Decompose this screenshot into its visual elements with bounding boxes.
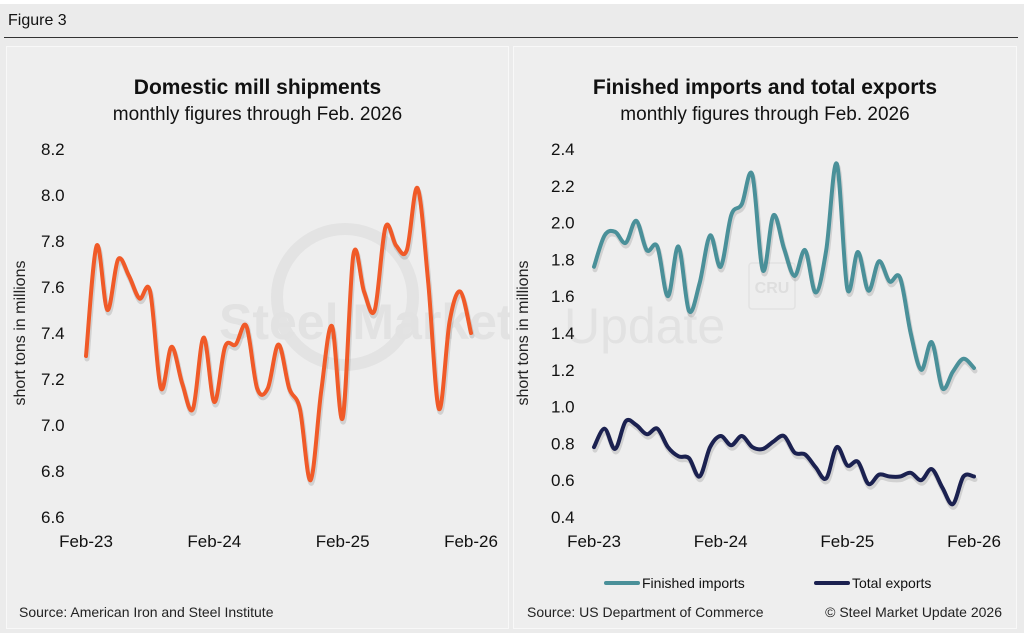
legend-swatch <box>604 581 640 585</box>
y-tick-label: 2.4 <box>551 140 575 159</box>
y-tick-label: 0.6 <box>551 471 575 490</box>
chart-panel-imports-exports: Update CRU 2.4 2.2 2.0 1.8 1.6 1.4 1.2 1.0 0.8 0.6 0… <box>513 46 1017 629</box>
x-tick-label: Feb-23 <box>59 532 113 551</box>
y-tick-label: 6.6 <box>41 508 65 527</box>
y-tick-label: 1.0 <box>551 398 575 417</box>
legend-label: Finished imports <box>642 575 745 591</box>
legend-item-finished-imports: Finished imports <box>604 575 745 591</box>
x-tick-label: Feb-26 <box>947 532 1001 551</box>
watermark: Update CRU <box>564 262 796 354</box>
copyright-note: © Steel Market Update 2026 <box>825 604 1002 620</box>
figure-title: Figure 3 <box>8 12 67 29</box>
chart-subtitle: monthly figures through Feb. 2026 <box>112 104 403 125</box>
legend-item-total-exports: Total exports <box>814 575 931 591</box>
source-note: Source: US Department of Commerce <box>527 604 764 620</box>
series-line-domestic-mill-shipments <box>84 186 473 483</box>
chart-imports-exports: Update CRU 2.4 2.2 2.0 1.8 1.6 1.4 1.2 1.0 0.8 0.6 0… <box>515 140 1001 551</box>
y-tick-label: 7.6 <box>41 278 65 297</box>
y-tick-label: 1.2 <box>551 361 575 380</box>
source-note: Source: American Iron and Steel Institut… <box>19 604 274 620</box>
y-tick-label: 2.2 <box>551 177 575 196</box>
x-tick-label: Feb-24 <box>187 532 241 551</box>
y-tick-label: 1.4 <box>551 324 575 343</box>
y-axis-label: short tons in millions <box>515 261 532 406</box>
chart-subtitle: monthly figures through Feb. 2026 <box>620 104 910 125</box>
watermark-badge <box>748 262 796 310</box>
series-line-total-exports <box>592 417 976 507</box>
y-tick-label: 7.4 <box>41 324 65 343</box>
figure-frame: Figure 3 Steel Market 8.2 8.0 7.8 7.6 7.4 7.2 7… <box>0 4 1024 633</box>
chart-title: Domestic mill shipments <box>133 76 382 99</box>
y-axis-label: short tons in millions <box>12 261 29 406</box>
y-tick-label: 8.0 <box>41 186 65 205</box>
x-tick-label: Feb-25 <box>316 532 370 551</box>
y-tick-label: 8.2 <box>41 140 65 159</box>
x-tick-label: Feb-25 <box>820 532 874 551</box>
legend-swatch <box>814 581 850 585</box>
y-tick-label: 7.0 <box>41 416 65 435</box>
chart-panel-domestic-shipments: Steel Market 8.2 8.0 7.8 7.6 7.4 7.2 7.0 6.8 6.6 F… <box>6 46 510 629</box>
watermark-text: Steel Market <box>219 294 510 350</box>
x-tick-label: Feb-23 <box>567 532 621 551</box>
y-tick-label: 0.8 <box>551 434 575 453</box>
chart-domestic-shipments: Steel Market 8.2 8.0 7.8 7.6 7.4 7.2 7.0 6.8 6.6 F… <box>12 140 510 551</box>
series-line-finished-imports <box>592 161 976 392</box>
y-tick-label: 1.6 <box>551 287 575 306</box>
watermark-badge-text: CRU <box>755 280 790 297</box>
y-tick-label: 2.0 <box>551 214 575 233</box>
legend-label: Total exports <box>852 575 932 591</box>
y-tick-label: 7.8 <box>41 232 65 251</box>
y-tick-label: 7.2 <box>41 370 65 389</box>
x-tick-label: Feb-24 <box>694 532 748 551</box>
chart-title: Finished imports and total exports <box>592 76 938 99</box>
title-divider <box>4 37 1018 38</box>
y-tick-label: 6.8 <box>41 462 65 481</box>
watermark-text: Update <box>564 298 725 354</box>
x-tick-label: Feb-26 <box>444 532 498 551</box>
y-tick-label: 1.8 <box>551 250 575 269</box>
y-tick-label: 0.4 <box>551 508 575 527</box>
